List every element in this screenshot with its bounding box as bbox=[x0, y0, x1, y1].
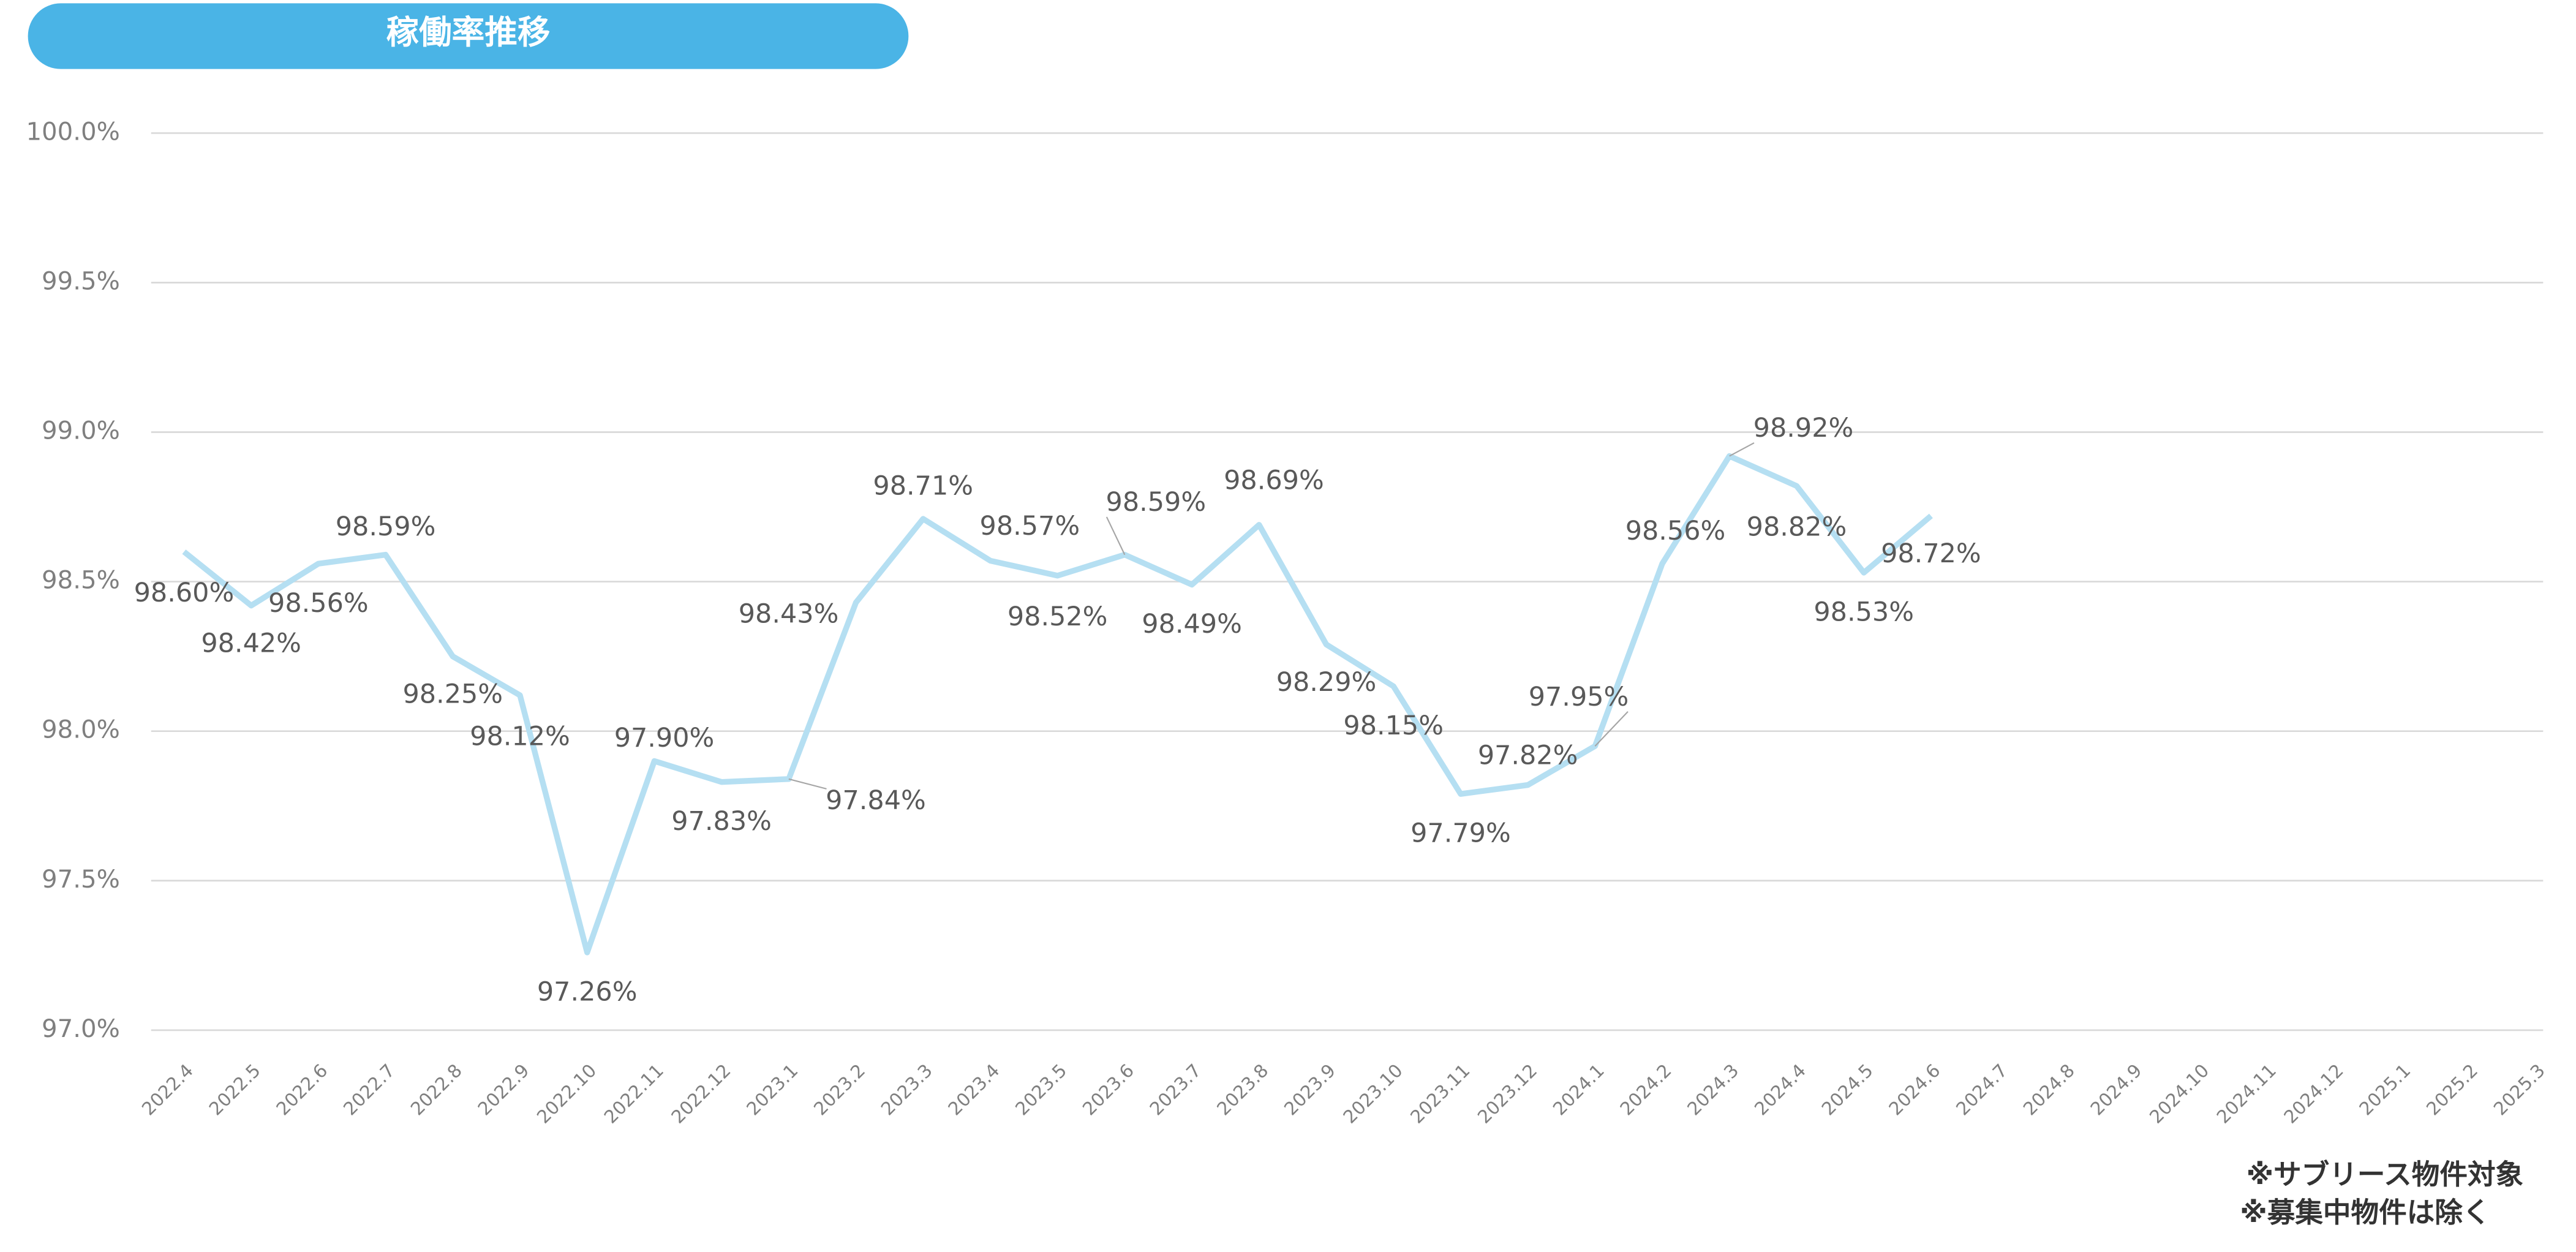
x-tick-label: 2023.1 bbox=[742, 1060, 802, 1119]
data-label: 97.90% bbox=[614, 723, 715, 753]
x-tick-label: 2024.2 bbox=[1616, 1060, 1676, 1119]
leader-line bbox=[1594, 711, 1629, 747]
x-tick-label: 2024.7 bbox=[1952, 1060, 2011, 1119]
x-tick-label: 2022.8 bbox=[407, 1060, 466, 1119]
leader-line bbox=[1729, 442, 1755, 457]
data-label: 98.15% bbox=[1343, 711, 1444, 741]
y-tick-label: 98.0% bbox=[42, 716, 120, 744]
data-label: 97.83% bbox=[671, 806, 772, 837]
data-label: 98.82% bbox=[1747, 512, 1847, 543]
x-tick-label: 2022.7 bbox=[339, 1060, 399, 1119]
x-tick-label: 2024.9 bbox=[2087, 1060, 2146, 1119]
y-tick-label: 97.5% bbox=[42, 865, 120, 894]
leader-line bbox=[788, 778, 827, 790]
x-tick-label: 2024.11 bbox=[2213, 1060, 2280, 1127]
data-label: 98.42% bbox=[201, 628, 301, 659]
data-label: 98.71% bbox=[873, 471, 973, 502]
x-tick-label: 2023.8 bbox=[1213, 1060, 1272, 1119]
data-label: 98.12% bbox=[470, 721, 570, 752]
data-label: 98.56% bbox=[268, 588, 369, 619]
x-tick-label: 2024.6 bbox=[1885, 1060, 1945, 1119]
x-tick-label: 2023.10 bbox=[1339, 1060, 1407, 1127]
x-tick-label: 2025.3 bbox=[2490, 1060, 2549, 1119]
chart-title: 稼働率推移 bbox=[386, 13, 550, 51]
x-tick-label: 2023.2 bbox=[810, 1060, 869, 1119]
data-label: 98.53% bbox=[1813, 597, 1914, 627]
x-tick-label: 2023.11 bbox=[1406, 1060, 1474, 1127]
x-tick-label: 2023.12 bbox=[1474, 1060, 1541, 1127]
y-tick-label: 100.0% bbox=[26, 118, 119, 146]
y-tick-label: 98.5% bbox=[42, 567, 120, 595]
x-tick-label: 2024.3 bbox=[1683, 1060, 1742, 1119]
x-tick-label: 2023.7 bbox=[1146, 1060, 1205, 1119]
x-tick-label: 2022.10 bbox=[533, 1060, 600, 1127]
data-label: 97.82% bbox=[1478, 740, 1578, 771]
y-tick-label: 97.0% bbox=[42, 1015, 120, 1043]
x-tick-label: 2022.12 bbox=[667, 1060, 734, 1127]
data-label: 98.92% bbox=[1753, 413, 1854, 443]
data-label: 98.59% bbox=[336, 511, 436, 542]
x-tick-label: 2022.11 bbox=[600, 1060, 668, 1127]
data-label: 97.84% bbox=[826, 785, 926, 816]
x-tick-label: 2022.4 bbox=[138, 1060, 197, 1119]
data-label: 97.95% bbox=[1529, 682, 1629, 712]
note: ※サブリース物件対象 bbox=[2246, 1158, 2523, 1191]
data-label: 98.49% bbox=[1142, 609, 1242, 639]
note: ※募集中物件は除く bbox=[2240, 1196, 2490, 1229]
x-tick-label: 2024.12 bbox=[2280, 1060, 2348, 1127]
x-tick-label: 2023.6 bbox=[1079, 1060, 1138, 1119]
x-tick-label: 2022.5 bbox=[205, 1060, 265, 1119]
x-tick-label: 2023.3 bbox=[877, 1060, 936, 1119]
data-label: 98.25% bbox=[402, 679, 503, 710]
data-label: 97.26% bbox=[537, 976, 638, 1007]
x-tick-label: 2024.1 bbox=[1549, 1060, 1608, 1119]
data-label: 98.56% bbox=[1625, 516, 1726, 546]
x-tick-label: 2022.6 bbox=[272, 1060, 331, 1119]
data-label: 98.52% bbox=[1007, 601, 1108, 632]
x-tick-label: 2025.1 bbox=[2356, 1060, 2415, 1119]
x-tick-label: 2024.4 bbox=[1750, 1060, 1810, 1119]
x-tick-label: 2025.2 bbox=[2422, 1060, 2482, 1119]
x-tick-label: 2022.9 bbox=[474, 1060, 533, 1119]
x-tick-label: 2024.10 bbox=[2145, 1060, 2213, 1127]
data-label: 98.69% bbox=[1224, 466, 1324, 496]
line bbox=[182, 453, 1933, 956]
x-tick-label: 2024.5 bbox=[1818, 1060, 1877, 1119]
data-label: 97.79% bbox=[1410, 818, 1511, 849]
title-badge bbox=[28, 3, 909, 69]
x-tick-label: 2023.9 bbox=[1280, 1060, 1339, 1119]
y-tick-label: 99.5% bbox=[42, 267, 120, 295]
x-tick-label: 2023.4 bbox=[944, 1060, 1004, 1119]
x-tick-label: 2023.5 bbox=[1011, 1060, 1071, 1119]
data-label: 98.29% bbox=[1276, 667, 1377, 698]
data-label: 98.72% bbox=[1881, 538, 1981, 569]
data-label: 98.57% bbox=[980, 511, 1080, 541]
leader-line bbox=[1105, 516, 1126, 556]
y-tick-label: 99.0% bbox=[42, 417, 120, 445]
x-tick-label: 2024.8 bbox=[2019, 1060, 2079, 1119]
data-label: 98.59% bbox=[1106, 487, 1207, 518]
data-label: 98.60% bbox=[134, 578, 235, 608]
data-label: 98.43% bbox=[739, 599, 839, 630]
